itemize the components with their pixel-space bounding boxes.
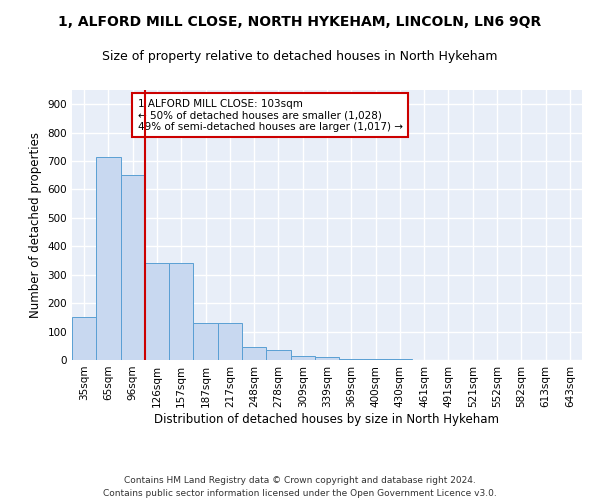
Bar (339, 358, 364, 360)
Bar (96, 157, 121, 360)
Bar (169, 264, 193, 360)
Bar (121, 176, 145, 360)
Y-axis label: Number of detached properties: Number of detached properties (29, 132, 42, 318)
Bar (218, 323, 242, 360)
Text: Contains HM Land Registry data © Crown copyright and database right 2024.: Contains HM Land Registry data © Crown c… (124, 476, 476, 485)
Bar (266, 350, 290, 360)
X-axis label: Distribution of detached houses by size in North Hykeham: Distribution of detached houses by size … (155, 412, 499, 426)
Text: 1 ALFORD MILL CLOSE: 103sqm
← 50% of detached houses are smaller (1,028)
49% of : 1 ALFORD MILL CLOSE: 103sqm ← 50% of det… (137, 98, 403, 132)
Bar (242, 347, 266, 360)
Bar (315, 356, 339, 360)
Bar (364, 358, 388, 360)
Text: 1, ALFORD MILL CLOSE, NORTH HYKEHAM, LINCOLN, LN6 9QR: 1, ALFORD MILL CLOSE, NORTH HYKEHAM, LIN… (58, 15, 542, 29)
Bar (193, 323, 218, 360)
Text: Contains public sector information licensed under the Open Government Licence v3: Contains public sector information licen… (103, 488, 497, 498)
Bar (290, 356, 315, 360)
Bar (72, 318, 96, 360)
Text: Size of property relative to detached houses in North Hykeham: Size of property relative to detached ho… (102, 50, 498, 63)
Bar (145, 264, 169, 360)
